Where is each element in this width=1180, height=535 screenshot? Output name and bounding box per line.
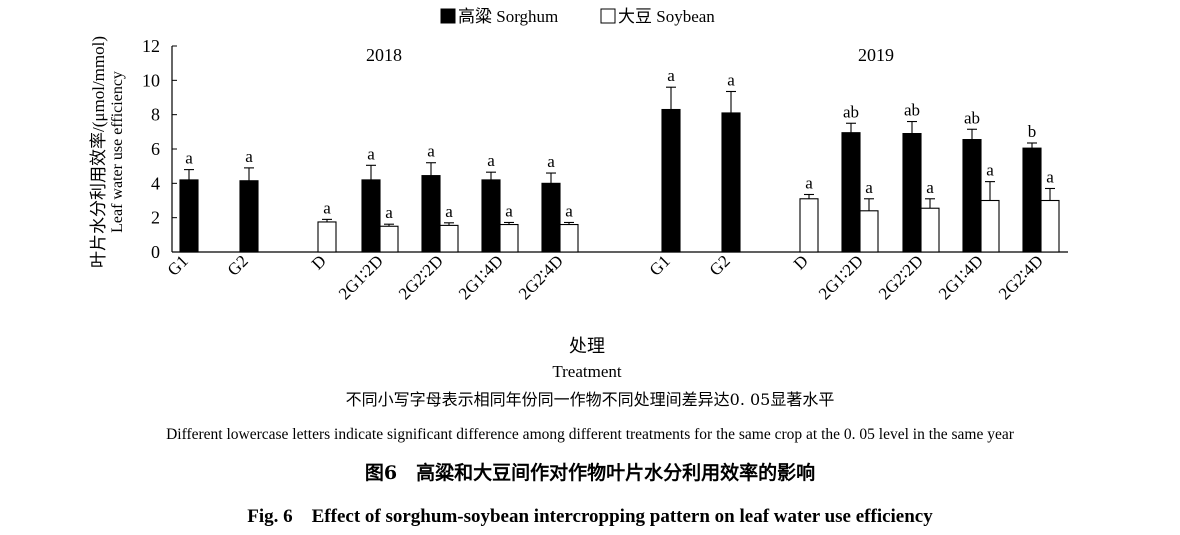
significance-letter-sorghum: a [667,66,675,85]
x-tick-label: D [790,251,812,273]
figure-title-en: Fig. 6 Effect of sorghum-soybean intercr… [247,506,933,527]
x-tick-label: 2G1∶2D [335,251,387,303]
footnote-cn: 不同小写字母表示相同年份同一作物不同处理间差异达0. 05显著水平 [345,390,835,409]
y-tick-label: 8 [151,105,160,125]
significance-letter-sorghum: a [487,151,495,170]
bar-sorghum [239,180,259,253]
legend-swatch-sorghum [440,8,456,24]
bar-soybean [499,223,519,253]
x-tick-label: G1 [646,251,674,279]
significance-letter-soybean: a [1046,167,1054,186]
significance-letter-sorghum: a [245,147,253,166]
bar-sorghum [421,175,441,253]
significance-letter-sorghum: a [727,70,735,89]
bar-chart: 0 2 4 6 8 10 12 叶片水分利用效率/(μmol/mmol) Leaf water … [89,7,1068,381]
bar-sorghum [179,179,199,253]
panel-year-2018: 2018 [366,45,402,65]
legend-label-sorghum: 高粱 Sorghum [458,7,558,26]
x-tick-label: 2G2∶4D [515,251,567,303]
bar-soybean [317,221,337,253]
x-tick-label: 2G2∶2D [395,251,447,303]
y-tick-label: 10 [142,70,160,90]
bar-soybean [1040,199,1060,253]
bar-sorghum [481,179,501,253]
x-tick-label: G2 [706,251,734,279]
x-axis-title-en: Treatment [552,362,622,381]
significance-letter-sorghum: b [1028,122,1037,141]
x-tick-label: 2G2∶2D [875,251,927,303]
bar-soybean [799,198,819,253]
significance-letter-soybean: a [445,202,453,221]
bar-sorghum [661,108,681,253]
y-tick-label: 0 [151,242,160,262]
y-tick-label: 12 [142,36,160,56]
panel-year-2019: 2019 [858,45,894,65]
x-axis-title-cn: 处理 [569,336,605,356]
legend-label-soybean: 大豆 Soybean [618,7,715,26]
x-tick-label: G2 [224,251,252,279]
significance-letter-soybean: a [865,178,873,197]
significance-letter-sorghum: a [367,144,375,163]
y-tick-label: 4 [151,173,160,193]
bar-soybean [980,199,1000,253]
x-tick-label: 2G2∶4D [995,251,1047,303]
bar-soybean [559,223,579,253]
significance-letter-soybean: a [805,173,813,192]
significance-letter-sorghum: ab [904,101,920,120]
significance-letter-soybean: a [565,201,573,220]
x-tick-label: 2G1∶4D [455,251,507,303]
bar-sorghum [962,139,982,253]
bar-sorghum [1022,147,1042,253]
bar-sorghum [721,112,741,253]
bar-soybean [859,210,879,253]
significance-letter-sorghum: ab [843,102,859,121]
significance-letter-soybean: a [385,203,393,222]
bar-sorghum [541,182,561,253]
significance-letter-sorghum: ab [964,108,980,127]
bar-soybean [439,224,459,253]
x-tick-label: 2G1∶2D [815,251,867,303]
bar-soybean [379,225,399,253]
y-tick-label: 6 [151,139,160,159]
significance-letter-soybean: a [926,178,934,197]
significance-letter-sorghum: a [547,152,555,171]
x-tick-label: 2G1∶4D [935,251,987,303]
footnote-en: Different lowercase letters indicate sig… [166,426,1014,443]
y-tick-label: 2 [151,208,160,228]
y-axis-title-cn: 叶片水分利用效率/(μmol/mmol) [89,36,108,268]
y-axis-title-en: Leaf water use efficiency [109,71,126,233]
significance-letter-sorghum: a [185,149,193,168]
significance-letter-sorghum: a [427,142,435,161]
bar-soybean [920,207,940,253]
significance-letter-soybean: a [986,161,994,180]
significance-letter-soybean: a [323,198,331,217]
bar-sorghum [361,179,381,253]
figure-title-cn: 图6 高粱和大豆间作对作物叶片水分利用效率的影响 [364,462,816,484]
x-tick-label: G1 [164,251,192,279]
significance-letter-soybean: a [505,201,513,220]
legend-swatch-soybean [600,8,616,24]
bar-sorghum [902,133,922,253]
x-tick-label: D [308,251,330,273]
bar-sorghum [841,132,861,253]
